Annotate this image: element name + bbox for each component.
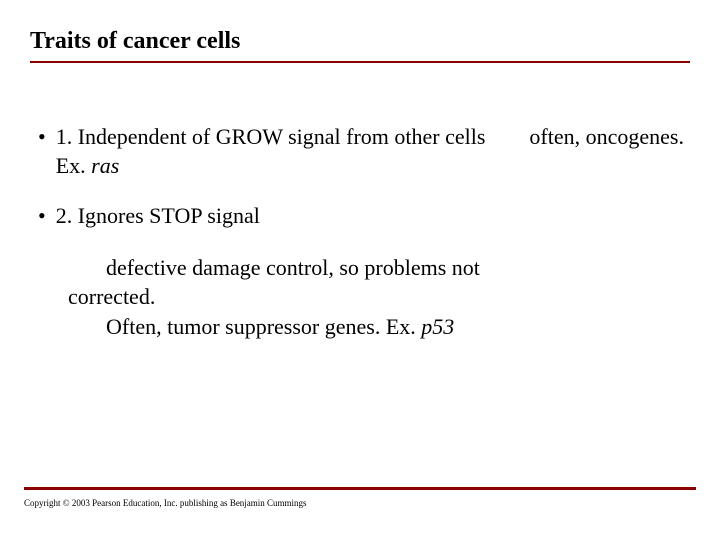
bullet-1-spacer bbox=[485, 124, 529, 149]
sub-block: defective damage control, so problems no… bbox=[38, 253, 690, 342]
bullet-item-2: • 2. Ignores STOP signal bbox=[38, 202, 690, 231]
footer-divider bbox=[24, 487, 696, 490]
bullet-item-1: • 1. Independent of GROW signal from oth… bbox=[38, 123, 690, 180]
slide-container: Traits of cancer cells • 1. Independent … bbox=[0, 0, 720, 540]
copyright-text: Copyright © 2003 Pearson Education, Inc.… bbox=[24, 498, 307, 508]
bullet-2-text: 2. Ignores STOP signal bbox=[56, 202, 690, 231]
bullet-1-part1: 1. Independent of GROW signal from other… bbox=[56, 124, 486, 149]
sub-line2: corrected. bbox=[68, 284, 155, 309]
body-content: • 1. Independent of GROW signal from oth… bbox=[30, 123, 690, 342]
sub-line1: defective damage control, so problems no… bbox=[106, 255, 480, 280]
bullet-marker-icon: • bbox=[38, 123, 46, 152]
bullet-1-italic: ras bbox=[91, 153, 119, 178]
bullet-1-text: 1. Independent of GROW signal from other… bbox=[56, 123, 690, 180]
bullet-marker-icon: • bbox=[38, 202, 46, 231]
sub-line3-pre: Often, tumor suppressor genes. Ex. bbox=[106, 314, 421, 339]
slide-title: Traits of cancer cells bbox=[30, 28, 690, 63]
sub-line3-italic: p53 bbox=[421, 314, 454, 339]
